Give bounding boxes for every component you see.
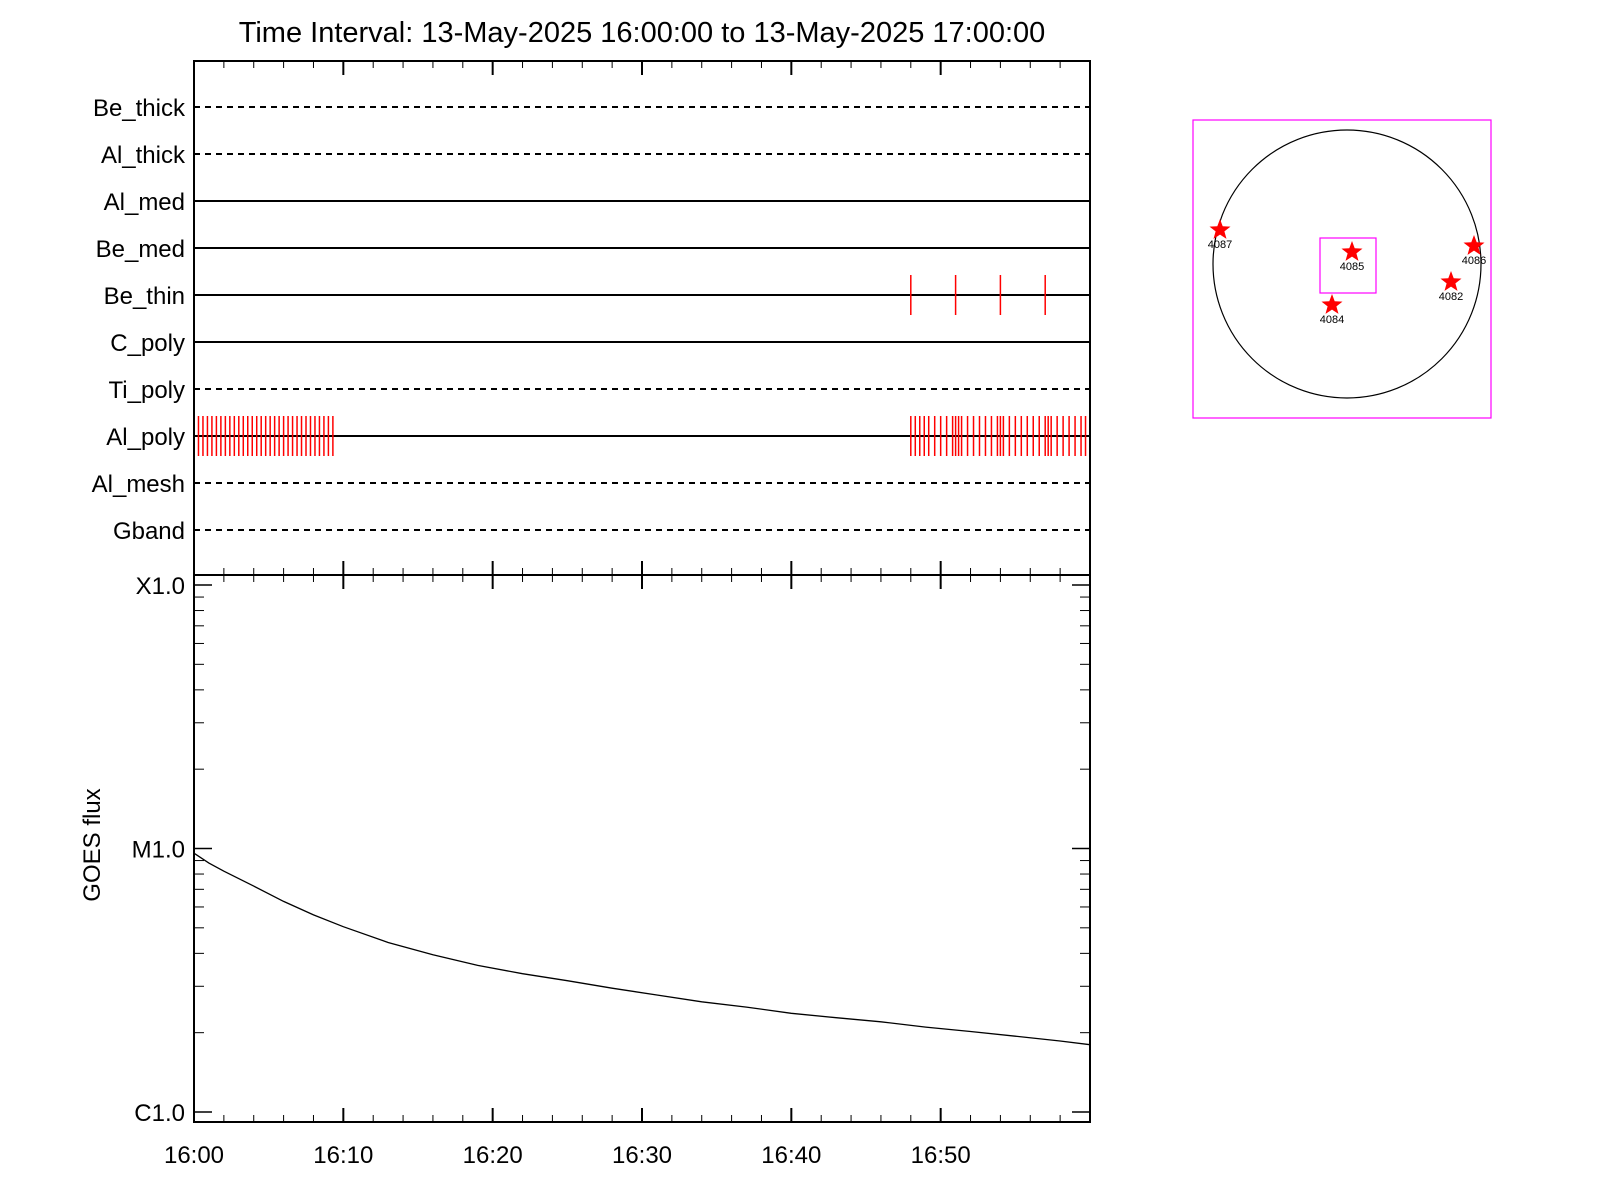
x-tick-label: 16:40 bbox=[761, 1142, 821, 1169]
y-tick-label: X1.0 bbox=[136, 573, 185, 600]
star-icon bbox=[1341, 241, 1363, 261]
active-region-label: 4082 bbox=[1439, 291, 1463, 303]
flux-series-line bbox=[193, 852, 1091, 1046]
channel-label: Be_med bbox=[96, 236, 185, 263]
x-tick-label: 16:10 bbox=[313, 1142, 373, 1169]
field-of-view-box bbox=[1319, 237, 1377, 294]
x-tick-label: 16:00 bbox=[164, 1142, 224, 1169]
channel-label: Gband bbox=[113, 518, 185, 545]
channel-label: C_poly bbox=[110, 330, 185, 357]
star-icon bbox=[1463, 235, 1485, 255]
channel-label: Be_thick bbox=[93, 95, 186, 122]
active-region-label: 4086 bbox=[1462, 255, 1486, 267]
active-region-label: 4084 bbox=[1320, 314, 1344, 326]
y-tick-label: C1.0 bbox=[134, 1100, 185, 1127]
channel-label: Ti_poly bbox=[109, 377, 185, 404]
channel-label: Al_mesh bbox=[92, 471, 185, 498]
x-tick-label: 16:50 bbox=[911, 1142, 971, 1169]
flux-plot-frame bbox=[193, 574, 1091, 1123]
instrument-timeline-panel: Be_thick Al_thick Al_med Be_med Be_thin C_pol… bbox=[92, 60, 1091, 576]
chart-title: Time Interval: 13-May-2025 16:00:00 to 1… bbox=[239, 17, 1046, 49]
star-icon bbox=[1209, 219, 1231, 239]
star-icon bbox=[1440, 271, 1462, 291]
sun-map-panel: 4087 4085 4086 4082 4084 bbox=[1192, 119, 1492, 419]
x-tick-label: 16:30 bbox=[612, 1142, 672, 1169]
y-axis-label: GOES flux bbox=[79, 788, 106, 901]
map-frame bbox=[1192, 119, 1492, 419]
channel-label: Be_thin bbox=[104, 283, 185, 310]
channel-label: Al_med bbox=[104, 189, 185, 216]
star-icon bbox=[1321, 294, 1343, 314]
y-tick-label: M1.0 bbox=[132, 837, 185, 864]
x-tick-label: 16:20 bbox=[463, 1142, 523, 1169]
channel-label: Al_thick bbox=[101, 142, 186, 169]
solar-disk bbox=[1212, 129, 1482, 399]
goes-flux-panel: GOES flux X1.0 M1.0 C1.0 16:00 16:10 16:20 16:… bbox=[79, 573, 1091, 1169]
channel-label: Al_poly bbox=[106, 424, 185, 451]
timeline-frame bbox=[193, 60, 1091, 576]
active-region-label: 4087 bbox=[1208, 239, 1232, 251]
active-region-label: 4085 bbox=[1340, 261, 1364, 273]
